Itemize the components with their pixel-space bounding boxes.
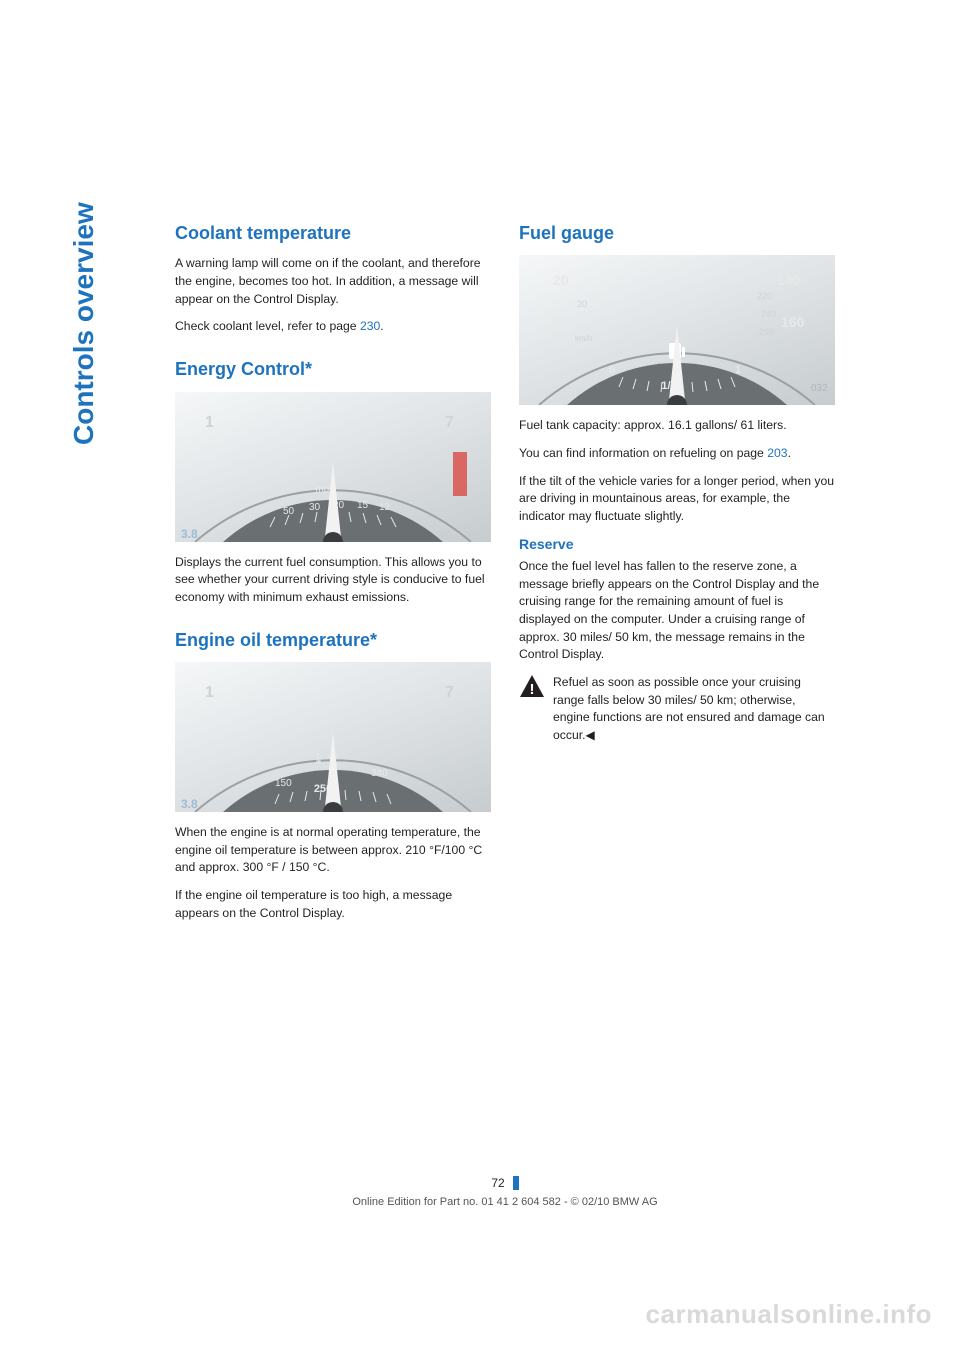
heading-energy-control: Energy Control* bbox=[175, 358, 491, 381]
oil-temperature-gauge-image: 1 7 🌡 °F 150 250 340 3.8 bbox=[175, 662, 491, 812]
caution-note: ! Refuel as soon as possible once your c… bbox=[519, 674, 835, 745]
gauge-svg: 1 7 🌡 °F 150 250 340 3.8 bbox=[175, 662, 491, 812]
paragraph: If the tilt of the vehicle varies for a … bbox=[519, 473, 835, 526]
fuel-gauge-image: 20 20 0 km/h 140 160 220 240 260 0 1/2 1 bbox=[519, 255, 835, 405]
gauge-svg: 20 20 0 km/h 140 160 220 240 260 0 1/2 1 bbox=[519, 255, 835, 405]
unit-label: km/h bbox=[575, 334, 592, 343]
speed-label-inner: 260 bbox=[759, 327, 774, 337]
rpm-label: 1 bbox=[205, 684, 214, 701]
speed-label: 140 bbox=[777, 272, 801, 288]
text-fragment: Check coolant level, refer to page bbox=[175, 319, 360, 333]
paragraph: Displays the current fuel consumption. T… bbox=[175, 554, 491, 607]
gauge-svg: 1 7 8 mpg 50 30 20 15 12 3.8 bbox=[175, 392, 491, 542]
svg-text:!: ! bbox=[530, 681, 535, 698]
warning-triangle-icon: ! bbox=[519, 674, 545, 745]
text-fragment: You can find information on refueling on… bbox=[519, 446, 767, 460]
energy-control-gauge-image: 1 7 8 mpg 50 30 20 15 12 3.8 bbox=[175, 392, 491, 542]
tick-label: 12 bbox=[379, 502, 391, 513]
page-reference-link[interactable]: 203 bbox=[767, 446, 787, 460]
odometer-fragment: 3.8 bbox=[181, 527, 198, 541]
page-reference-link[interactable]: 230 bbox=[360, 319, 380, 333]
speed-label: 0 bbox=[553, 314, 561, 330]
speed-label: 160 bbox=[781, 314, 805, 330]
speed-label: 20 bbox=[553, 272, 569, 288]
rpm-label: 7 bbox=[445, 684, 454, 701]
page-number-value: 72 bbox=[491, 1176, 510, 1190]
heading-fuel-gauge: Fuel gauge bbox=[519, 222, 835, 245]
page-number: 72 bbox=[175, 1174, 835, 1192]
page-number-accent-bar bbox=[513, 1176, 519, 1190]
section-tab-label: Controls overview bbox=[68, 202, 100, 445]
rpm-label: 7 bbox=[445, 414, 454, 431]
text-fragment: . bbox=[788, 446, 791, 460]
speed-label-inner: 20 bbox=[577, 299, 587, 309]
caution-text: Refuel as soon as possible once your cru… bbox=[553, 674, 835, 745]
paragraph: You can find information on refueling on… bbox=[519, 445, 835, 463]
tick-label: 340 bbox=[371, 768, 388, 779]
footer-edition-line: Online Edition for Part no. 01 41 2 604 … bbox=[175, 1196, 835, 1208]
heading-engine-oil-temperature: Engine oil temperature* bbox=[175, 629, 491, 652]
left-column: Coolant temperature A warning lamp will … bbox=[175, 222, 491, 932]
text-fragment: . bbox=[380, 319, 383, 333]
paragraph: Fuel tank capacity: approx. 16.1 gallons… bbox=[519, 417, 835, 435]
page-footer: 72 Online Edition for Part no. 01 41 2 6… bbox=[175, 1174, 835, 1208]
rpm-label: 1 bbox=[205, 414, 214, 431]
odometer-fragment: 3.8 bbox=[181, 797, 198, 811]
tick-label: 15 bbox=[357, 500, 369, 511]
right-column: Fuel gauge 20 20 0 km/h 140 160 220 240 … bbox=[519, 222, 835, 932]
paragraph: When the engine is at normal operating t… bbox=[175, 824, 491, 877]
heading-coolant-temperature: Coolant temperature bbox=[175, 222, 491, 245]
tick-label: 30 bbox=[309, 502, 321, 513]
odometer-fragment: 032 bbox=[811, 383, 828, 394]
redline-zone bbox=[453, 452, 467, 496]
fuel-tick-label: 0 bbox=[609, 364, 615, 376]
paragraph: A warning lamp will come on if the coola… bbox=[175, 255, 491, 308]
heading-reserve: Reserve bbox=[519, 536, 835, 552]
fuel-tick-label: 1 bbox=[735, 364, 741, 376]
source-watermark: carmanualsonline.info bbox=[646, 1299, 932, 1330]
paragraph: Check coolant level, refer to page 230. bbox=[175, 318, 491, 336]
tick-label: 150 bbox=[275, 778, 292, 789]
speed-label-inner: 240 bbox=[761, 309, 776, 319]
speed-label-inner: 220 bbox=[757, 291, 772, 301]
page-content: Coolant temperature A warning lamp will … bbox=[175, 222, 835, 932]
paragraph: If the engine oil temperature is too hig… bbox=[175, 887, 491, 922]
paragraph: Once the fuel level has fallen to the re… bbox=[519, 558, 835, 664]
